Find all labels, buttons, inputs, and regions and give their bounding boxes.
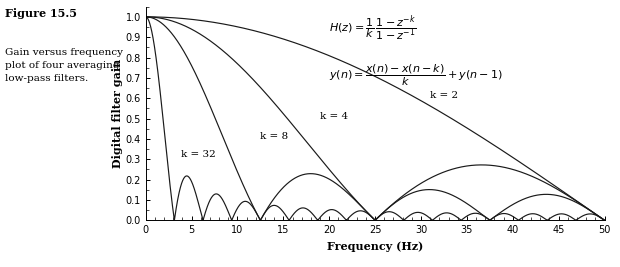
- Text: $H(z) = \dfrac{1}{k}\,\dfrac{1-z^{-k}}{1-z^{-1}}$: $H(z) = \dfrac{1}{k}\,\dfrac{1-z^{-k}}{1…: [329, 13, 417, 43]
- Text: Gain versus frequency
plot of four averaging
low-pass filters.: Gain versus frequency plot of four avera…: [5, 48, 123, 84]
- Text: $y(n) = \dfrac{x(n)-x(n-k)}{k} + y(n-1)$: $y(n) = \dfrac{x(n)-x(n-k)}{k} + y(n-1)$: [329, 62, 503, 88]
- Text: k = 2: k = 2: [430, 91, 458, 100]
- Text: k = 4: k = 4: [320, 112, 348, 121]
- Y-axis label: Digital filter gain: Digital filter gain: [112, 59, 123, 168]
- Text: Figure 15.5: Figure 15.5: [5, 8, 77, 19]
- Text: k = 8: k = 8: [260, 132, 288, 141]
- X-axis label: Frequency (Hz): Frequency (Hz): [327, 241, 423, 252]
- Text: k = 32: k = 32: [180, 150, 215, 159]
